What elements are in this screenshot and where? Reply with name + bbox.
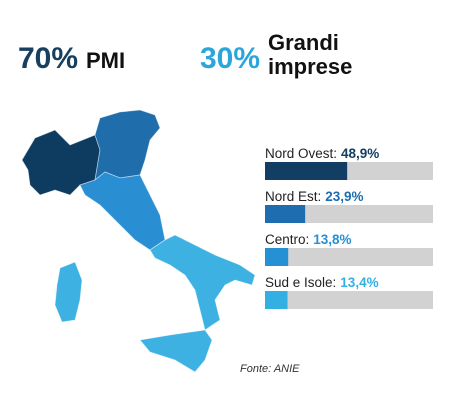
stat-name: Grandi <box>268 30 339 55</box>
bar-track <box>265 205 433 223</box>
stat-value: 30% <box>200 42 260 75</box>
stat-name: imprese <box>268 54 352 79</box>
value-label: 13,4% <box>340 275 378 290</box>
region-sud <box>149 234 256 331</box>
region-nord-est <box>94 109 161 181</box>
bar <box>265 291 288 309</box>
bar-label: Centro: 13,8% <box>265 232 352 247</box>
bar <box>265 162 348 180</box>
value-label: 48,9% <box>341 146 379 161</box>
region-centro <box>79 171 166 251</box>
map <box>21 109 256 373</box>
bar <box>265 248 289 266</box>
value-label: 23,9% <box>325 189 363 204</box>
source: Fonte: ANIE <box>240 363 300 375</box>
bar-label: Nord Est: 23,9% <box>265 189 364 204</box>
stat-value: 70% <box>18 42 78 75</box>
value-label: 13,8% <box>313 232 351 247</box>
region-sardegna <box>54 261 83 323</box>
category-label: Nord Ovest: <box>265 146 337 161</box>
region-sicilia <box>139 329 213 373</box>
bar-track <box>265 248 433 266</box>
bar-track <box>265 291 433 309</box>
category-label: Sud e Isole: <box>265 275 336 290</box>
bar <box>265 205 306 223</box>
category-label: Nord Est: <box>265 189 321 204</box>
category-label: Centro: <box>265 232 309 247</box>
bar-label: Nord Ovest: 48,9% <box>265 146 379 161</box>
bar-label: Sud e Isole: 13,4% <box>265 275 379 290</box>
stat-name: PMI <box>86 48 125 73</box>
